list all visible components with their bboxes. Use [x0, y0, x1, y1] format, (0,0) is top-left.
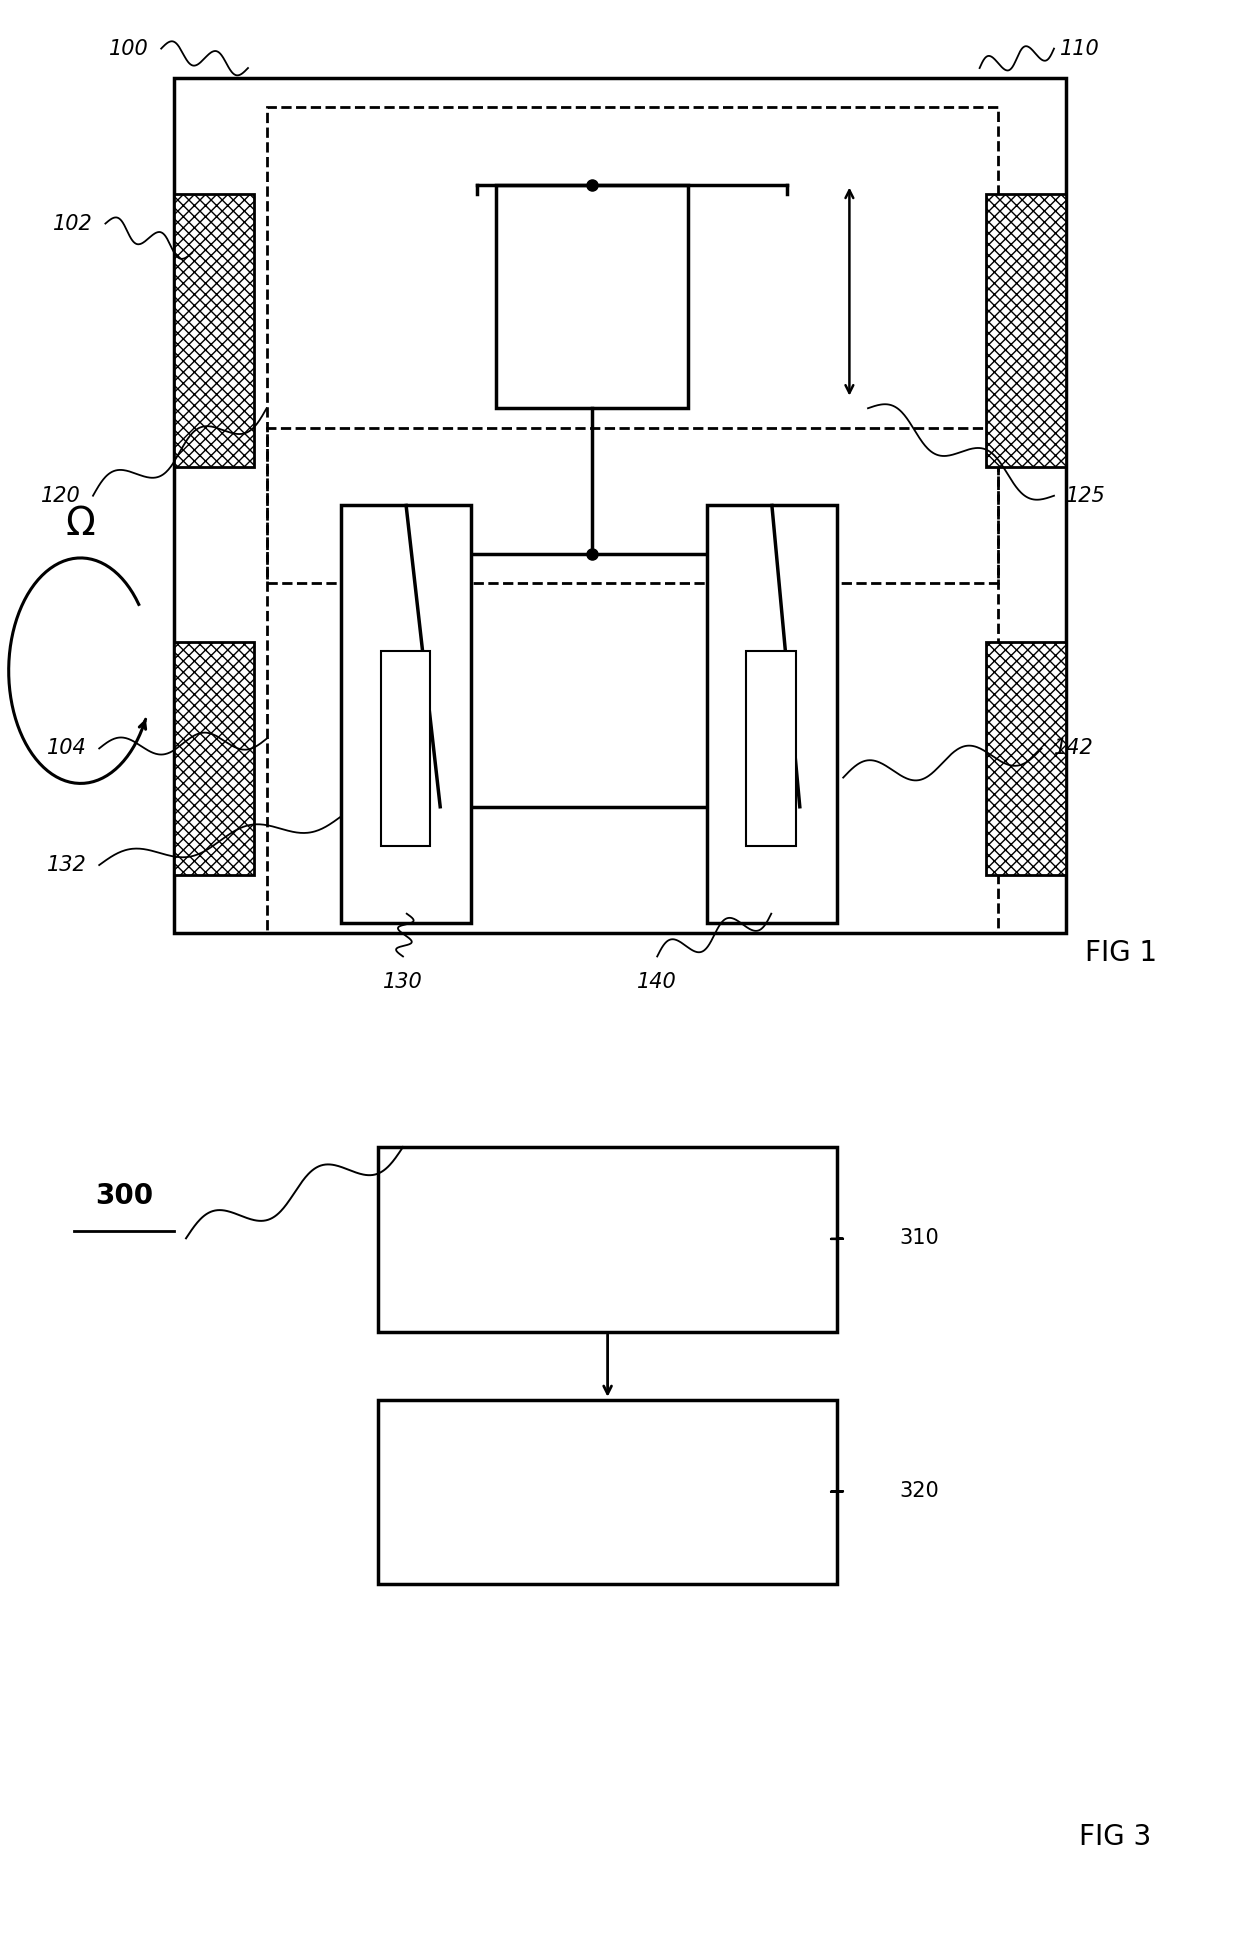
Bar: [174, 642, 254, 875]
Bar: [267, 107, 998, 583]
Text: $\Omega$: $\Omega$: [66, 505, 95, 544]
Bar: [381, 651, 430, 846]
Bar: [174, 194, 254, 467]
Text: 132: 132: [47, 855, 87, 875]
Bar: [746, 651, 796, 846]
Bar: [986, 642, 1066, 875]
Bar: [707, 505, 837, 923]
Bar: [986, 194, 1066, 467]
Text: 104: 104: [47, 739, 87, 758]
Text: 142: 142: [1054, 739, 1094, 758]
Text: 100: 100: [109, 39, 149, 58]
Text: 140: 140: [637, 972, 677, 991]
Bar: [496, 185, 688, 408]
Text: 310: 310: [899, 1229, 939, 1248]
Text: FIG 3: FIG 3: [1079, 1823, 1151, 1851]
Text: 120: 120: [41, 486, 81, 505]
Text: 110: 110: [1060, 39, 1100, 58]
Text: 102: 102: [53, 214, 93, 233]
Bar: [174, 78, 1066, 933]
Bar: [378, 1400, 837, 1584]
Text: 125: 125: [1066, 486, 1106, 505]
Bar: [267, 428, 998, 933]
Bar: [378, 1147, 837, 1332]
Text: 300: 300: [95, 1182, 153, 1209]
Text: 130: 130: [383, 972, 423, 991]
Bar: [341, 505, 471, 923]
Text: FIG 1: FIG 1: [1085, 939, 1157, 966]
Text: 320: 320: [899, 1481, 939, 1501]
